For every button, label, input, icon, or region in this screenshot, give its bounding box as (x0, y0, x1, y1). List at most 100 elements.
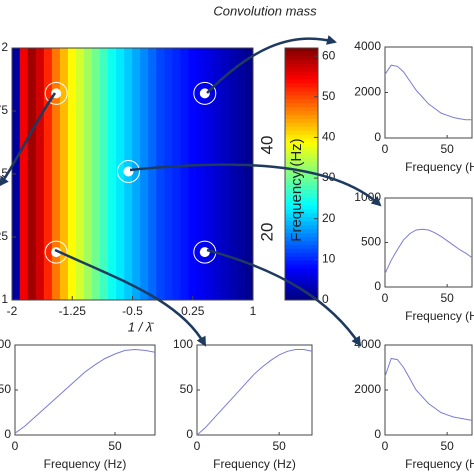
heat-cell (164, 48, 173, 300)
x-tick-label: 0 (382, 439, 389, 453)
heat-cell (116, 48, 125, 300)
plots: -2 -1.25 -0.5 0.25 1 1 1.25 1.5 1.75 2 1 / λ̄ 0 10 20… (0, 39, 474, 471)
y-tick-label: 1.75 (0, 103, 8, 117)
colorbar-segment (285, 280, 318, 285)
colorbar-segment (285, 146, 318, 151)
x-tick-label: 0 (382, 291, 389, 305)
point-halo (44, 240, 68, 264)
colorbar-tick-label: 20 (322, 211, 336, 225)
heat-cell (19, 48, 29, 300)
colorbar-segment (285, 189, 318, 195)
colorbar-segment (285, 134, 318, 140)
heat-cell (84, 48, 93, 300)
colorbar-segment (285, 229, 318, 234)
colorbar-segment (285, 264, 318, 269)
colorbar-segment (285, 170, 318, 175)
line (384, 64, 472, 121)
colorbar-segment (285, 83, 318, 88)
title: Convolution mass (213, 3, 317, 18)
y-tick-label: 0 (374, 130, 381, 144)
colorbar-tick-label: 50 (322, 89, 336, 103)
colorbar-segment (285, 166, 318, 171)
plot-frame (384, 46, 473, 139)
x-axis-label: 1 / λ̄ (128, 319, 154, 334)
colorbar-segment (285, 162, 318, 167)
colorbar-segment (285, 225, 318, 230)
colorbar-segment (285, 197, 318, 203)
y-tick-label: 2 (1, 40, 8, 54)
heat-cell (43, 48, 53, 300)
colorbar-segment (285, 154, 318, 159)
heat-cell (148, 48, 157, 300)
y-tick-label: 0 (374, 427, 381, 441)
y-tick-label: 100 (0, 337, 11, 351)
colorbar-segment (285, 99, 318, 104)
colorbar-segment (285, 284, 318, 289)
colorbar-segment (285, 252, 318, 258)
heat-cell (27, 48, 37, 300)
heat-cell (140, 48, 149, 300)
annotation: Frequency (Hz) (288, 138, 305, 241)
annotation: 40 (257, 136, 276, 155)
colorbar-segment (285, 296, 318, 301)
arrow (54, 248, 207, 347)
colorbar-segment (285, 150, 318, 155)
plot-frame (384, 344, 473, 436)
colorbar-segment (285, 174, 318, 179)
heat-cell (172, 48, 181, 300)
point (123, 166, 134, 177)
point (199, 247, 210, 258)
colorbar-segment (285, 111, 318, 116)
heat-cell (132, 48, 141, 300)
colorbar-segment (285, 256, 318, 262)
colorbar-segment (285, 217, 318, 222)
x-tick-label: 1 (250, 304, 257, 318)
colorbar-segment (285, 237, 318, 242)
heat-cell (220, 48, 230, 300)
colorbar-segment (285, 209, 318, 214)
point (51, 247, 62, 258)
heat-cell (180, 48, 190, 300)
colorbar-segment (285, 158, 318, 163)
point-halo (116, 159, 140, 183)
colorbar-segment (285, 67, 318, 73)
x-tick-label: 50 (440, 439, 454, 453)
plot-frame (384, 197, 473, 288)
point-halo (193, 81, 217, 105)
colorbar-segment (285, 177, 318, 183)
colorbar-segment (285, 248, 318, 254)
line (14, 348, 156, 434)
line (384, 228, 473, 274)
x-tick-label: -0.5 (122, 304, 143, 318)
colorbar-segment (285, 126, 318, 132)
heat-cell (75, 48, 85, 300)
point (199, 88, 210, 99)
plot-frame (196, 344, 313, 436)
heat-cell (212, 48, 222, 300)
colorbar-tick-label: 40 (322, 130, 336, 144)
colorbar-tick-label: 10 (322, 252, 336, 266)
heat-cell (236, 48, 246, 300)
colorbar-segment (285, 221, 318, 226)
line (196, 349, 313, 436)
colorbar-segment (285, 240, 318, 246)
y-tick-label: 0 (4, 427, 11, 441)
colorbar-segment (285, 79, 318, 84)
x-tick-label: 50 (440, 291, 454, 305)
colorbar-segment (285, 268, 318, 273)
colorbar-segment (285, 276, 318, 281)
colorbar-segment (285, 193, 318, 199)
point-halo (44, 81, 68, 105)
y-tick-label: 2000 (354, 382, 381, 396)
heat-cell (51, 48, 61, 300)
heat-cell (59, 48, 69, 300)
heat-cell (67, 48, 77, 300)
x-tick-label: 50 (272, 439, 286, 453)
colorbar-segment (285, 114, 318, 120)
x-tick-label: -1.25 (59, 304, 87, 318)
x-tick-label: 0 (382, 142, 389, 156)
colorbar-segment (285, 59, 318, 65)
arrows (0, 35, 382, 347)
